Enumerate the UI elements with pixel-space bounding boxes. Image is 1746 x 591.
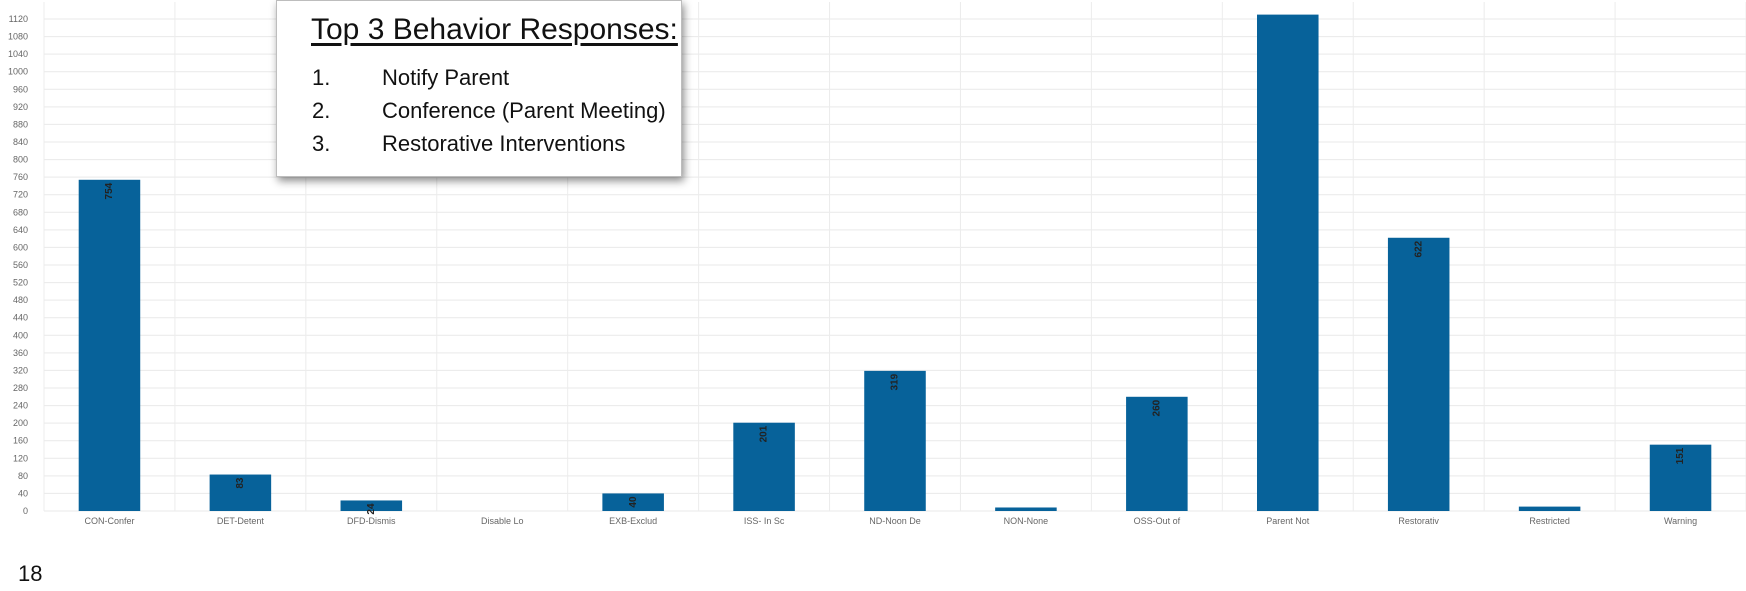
callout-item-number: 3. [312,131,331,156]
data-label: 151 [1675,447,1686,464]
y-tick-label: 120 [13,453,28,463]
x-tick-label: Disable Lo [481,516,524,526]
x-tick-label: Restorativ [1398,516,1439,526]
y-tick-label: 760 [13,172,28,182]
bar [733,422,795,511]
data-label: 319 [890,373,901,390]
data-label: 24 [366,503,377,515]
x-tick-label: ND-Noon De [869,516,921,526]
bar [78,179,141,511]
bar [1126,396,1188,511]
callout-title: Top 3 Behavior Responses: [311,13,678,46]
bar [1257,14,1319,511]
bar [864,370,926,511]
bar [1518,506,1581,511]
x-tick-label: NON-None [1004,516,1049,526]
y-tick-label: 800 [13,155,28,165]
y-tick-label: 0 [23,506,28,516]
callout-item: 1. Notify Parent [312,61,666,94]
y-tick-label: 200 [13,418,28,428]
y-tick-label: 1000 [8,67,28,77]
callout-item-text: Notify Parent [382,65,510,90]
y-tick-label: 680 [13,207,28,217]
data-label: 83 [235,477,246,489]
x-tick-label: OSS-Out of [1134,516,1181,526]
x-tick-label: DFD-Dismis [347,516,396,526]
bar [1387,237,1450,511]
x-tick-label: Parent Not [1266,516,1310,526]
y-tick-label: 560 [13,260,28,270]
callout-list: 1. Notify Parent 2. Conference (Parent Mee… [312,61,666,160]
y-tick-label: 1040 [8,49,28,59]
y-tick-label: 880 [13,119,28,129]
x-tick-label: Restricted [1529,516,1570,526]
x-tick-label: DET-Detent [217,516,265,526]
y-tick-label: 640 [13,225,28,235]
y-tick-label: 600 [13,242,28,252]
bar [340,500,403,511]
bar [209,474,272,511]
y-tick-label: 280 [13,383,28,393]
y-tick-label: 320 [13,365,28,375]
data-label: 201 [759,425,770,442]
slide-number: 18 [18,561,43,586]
top-responses-callout: Top 3 Behavior Responses: 1. Notify Paren… [276,0,682,177]
y-tick-label: 480 [13,295,28,305]
callout-item-text: Restorative Interventions [382,131,626,156]
data-label: 40 [628,496,639,508]
y-tick-label: 840 [13,137,28,147]
x-tick-label: Warning [1664,516,1697,526]
data-label: 622 [1413,240,1424,257]
x-tick-label: CON-Confer [84,516,134,526]
y-tick-label: 440 [13,313,28,323]
callout-item-text: Conference (Parent Meeting) [382,98,666,123]
x-tick-label: ISS- In Sc [744,516,785,526]
y-tick-label: 920 [13,102,28,112]
bar [995,507,1057,511]
y-tick-label: 520 [13,278,28,288]
y-tick-label: 40 [18,488,28,498]
bar [1649,444,1712,511]
y-tick-label: 360 [13,348,28,358]
x-tick-label: EXB-Exclud [609,516,657,526]
y-tick-label: 1120 [9,14,28,24]
data-label: 260 [1151,399,1162,416]
y-tick-label: 960 [13,84,28,94]
callout-item: 2. Conference (Parent Meeting) [312,94,666,127]
y-tick-label: 160 [13,436,28,446]
y-tick-label: 240 [13,401,28,411]
callout-item-number: 1. [312,65,331,90]
y-tick-label: 1080 [8,32,28,42]
callout-item: 3. Restorative Interventions [312,127,666,160]
y-tick-label: 80 [18,471,28,481]
callout-item-number: 2. [312,98,331,123]
bar [602,493,664,511]
y-tick-label: 400 [13,330,28,340]
data-label: 754 [104,182,115,199]
y-tick-label: 720 [13,190,28,200]
